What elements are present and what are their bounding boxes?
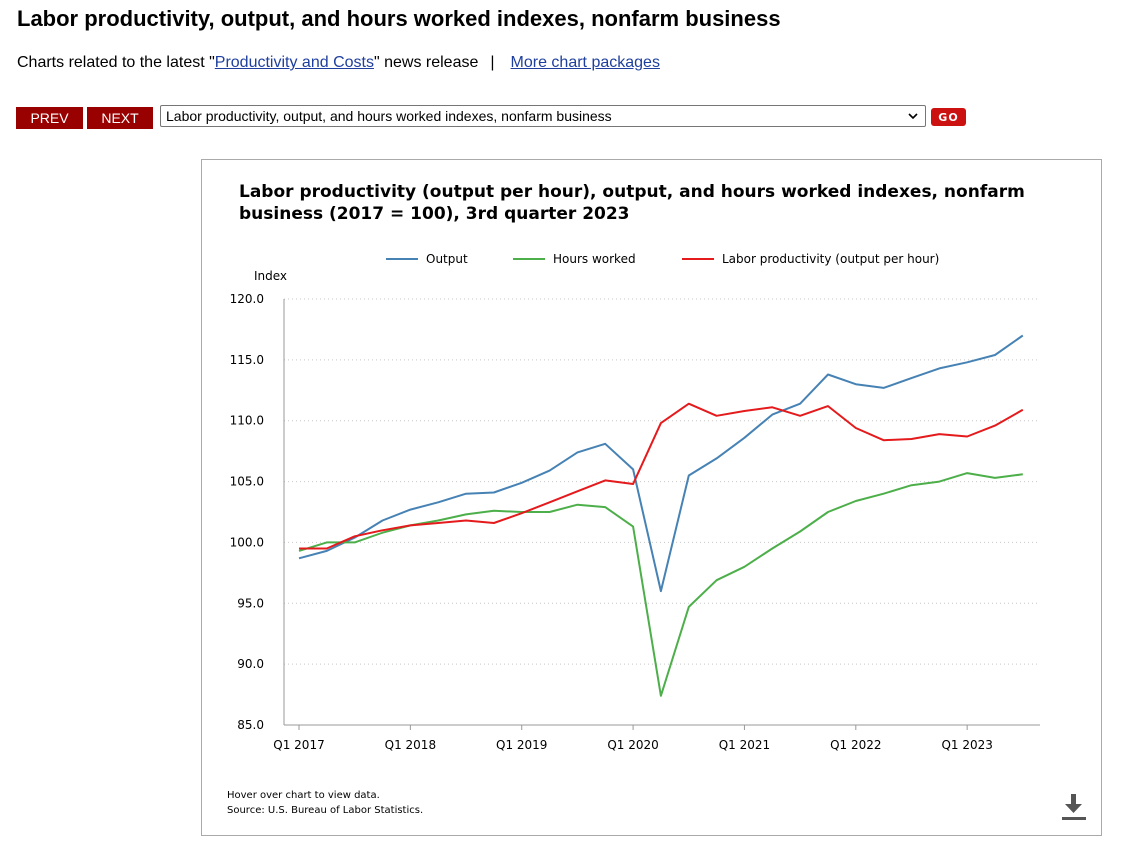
x-tick-label: Q1 2017	[273, 738, 324, 752]
y-tick-label: 110.0	[230, 414, 264, 428]
intro-line: Charts related to the latest "Productivi…	[17, 54, 660, 72]
x-tick-label: Q1 2022	[830, 738, 881, 752]
more-chart-packages-link[interactable]: More chart packages	[510, 54, 660, 71]
go-button[interactable]: GO	[931, 108, 966, 126]
y-tick-label: 95.0	[237, 596, 264, 610]
source-note: Source: U.S. Bureau of Labor Statistics.	[227, 805, 424, 816]
line-chart[interactable]: 120.0 115.0 110.0 105.0 100.0 95.0 90.0 85.0 Ind…	[202, 160, 1101, 835]
next-button[interactable]: NEXT	[87, 107, 153, 129]
series-line-output	[298, 334, 1024, 593]
prev-button[interactable]: PREV	[16, 107, 83, 129]
x-tick-label: Q1 2023	[941, 738, 992, 752]
page-title: Labor productivity, output, and hours wo…	[17, 6, 781, 31]
chart-panel[interactable]: Labor productivity (output per hour), ou…	[201, 159, 1102, 836]
intro-suffix: " news release	[373, 54, 479, 71]
y-axis-label: Index	[254, 269, 287, 283]
chevron-down-icon	[907, 106, 919, 126]
series-line-labor-productivity	[299, 402, 1024, 550]
intro-prefix: Charts related to the latest "	[17, 54, 215, 71]
y-tick-label: 115.0	[230, 353, 264, 367]
y-tick-label: 105.0	[230, 475, 264, 489]
x-tick-label: Q1 2019	[496, 738, 547, 752]
legend-label: Hours worked	[553, 252, 636, 266]
chart-title: Labor productivity (output per hour), ou…	[239, 182, 1025, 224]
legend-label: Output	[426, 252, 468, 266]
x-tick-label: Q1 2021	[719, 738, 770, 752]
chart-select-value: Labor productivity, output, and hours wo…	[166, 108, 612, 124]
chart-select[interactable]: Labor productivity, output, and hours wo…	[160, 105, 926, 127]
y-tick-label: 120.0	[230, 292, 264, 306]
hover-note: Hover over chart to view data.	[227, 790, 380, 801]
y-tick-label: 100.0	[230, 535, 264, 549]
y-tick-label: 90.0	[237, 657, 264, 671]
chart-notes: Hover over chart to view data. Source: U…	[227, 788, 423, 818]
series-line-hours-worked	[298, 472, 1023, 697]
productivity-and-costs-link[interactable]: Productivity and Costs	[214, 54, 374, 71]
separator: |	[490, 54, 495, 71]
x-tick-label: Q1 2020	[607, 738, 658, 752]
y-tick-label: 85.0	[237, 718, 264, 732]
legend-label: Labor productivity (output per hour)	[722, 252, 939, 266]
x-tick-label: Q1 2018	[385, 738, 436, 752]
